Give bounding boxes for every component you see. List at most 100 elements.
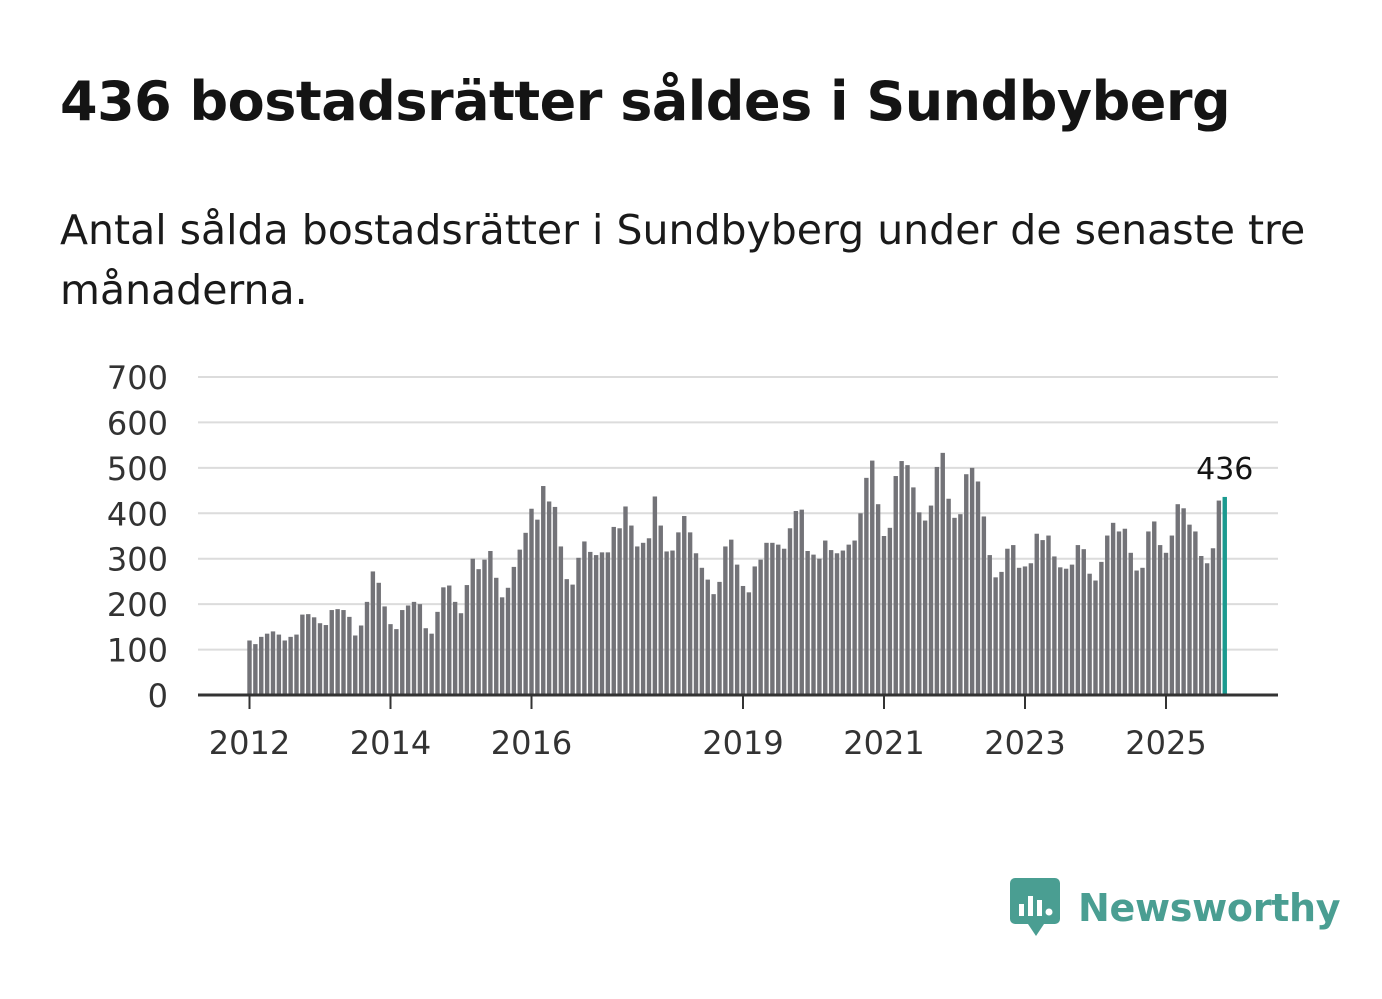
x-tick-label: 2019 [702,724,783,762]
y-tick-label: 600 [107,404,168,442]
bar [1058,567,1063,695]
bar [1122,528,1128,695]
bar [253,644,258,695]
bar [1081,549,1086,695]
bar [388,624,393,695]
y-tick-label: 300 [107,541,168,579]
bar [605,552,611,695]
x-tick-label: 2021 [843,724,924,762]
bar [1210,548,1216,695]
bar [1152,521,1157,695]
bar [1105,535,1110,695]
y-axis-ticks: 0 100 200 300 400 500 600 700 [107,359,168,715]
bars [247,452,1227,695]
chart-subtitle: Antal sålda bostadsrätter i Sundbyberg u… [60,206,1306,314]
bar [858,513,863,695]
bar [1034,533,1039,695]
bar [999,571,1004,695]
bar [787,528,793,695]
bar [1087,573,1092,695]
bar-highlight [1222,496,1227,695]
bar [870,460,875,695]
bar [964,474,969,695]
bar [1134,570,1139,695]
bar [805,550,810,695]
bar [717,581,722,695]
bar [452,601,458,695]
bar [1011,545,1016,695]
bar [405,605,411,695]
bar [1146,531,1151,695]
x-tick-label: 2025 [1125,724,1206,762]
bar [693,553,699,695]
bar [1005,548,1010,695]
bar [270,631,276,695]
bar [1116,531,1122,695]
bar [306,614,311,695]
bar [987,555,992,695]
bar [817,558,822,695]
bar [840,550,846,695]
x-tick-label: 2023 [984,724,1065,762]
bar [323,625,329,695]
bar [447,585,452,695]
bar [417,604,423,695]
bar [1063,568,1069,695]
y-tick-label: 400 [107,495,168,533]
bar [311,617,317,695]
x-axis-ticks: 2012 2014 2016 2019 2021 2023 2025 [209,695,1207,762]
bar [746,592,752,695]
bar [981,516,987,695]
bar [1140,567,1145,695]
bar [852,540,857,695]
bar [682,516,687,695]
x-tick-label: 2014 [350,724,431,762]
bar [582,541,587,695]
bar [952,517,957,695]
bar [1022,566,1028,695]
bar [1046,535,1051,695]
bar [881,536,887,695]
bar [1028,563,1034,695]
bar [1110,522,1116,695]
x-tick-label: 2016 [491,724,572,762]
bar [617,528,622,695]
bar [300,614,305,695]
bar [611,526,616,695]
bar [993,577,998,695]
bar [276,634,282,695]
y-tick-label: 100 [107,632,168,670]
bar [317,623,323,695]
bar [875,504,881,695]
bar [670,550,675,695]
bar [893,476,898,695]
bar [288,636,293,695]
bar [517,549,522,695]
x-tick-label: 2012 [209,724,290,762]
bar [588,551,593,695]
bar [834,553,840,695]
bar [799,509,804,695]
bar [734,564,740,695]
bar [764,542,769,695]
bar [1169,535,1175,695]
bar [699,567,705,695]
bar [376,582,381,695]
bar [247,640,252,695]
bar [846,544,851,695]
bar [593,555,599,695]
bar [823,540,828,695]
bar [511,566,517,695]
bar [494,577,499,695]
bar [1040,540,1045,695]
bar [1075,545,1081,695]
bar [552,506,558,695]
bar [370,571,376,695]
bar [341,610,346,695]
bar [541,486,546,695]
bar [488,550,493,695]
newsworthy-logo-icon [1010,878,1060,936]
bar [640,542,646,695]
bar [358,625,364,695]
